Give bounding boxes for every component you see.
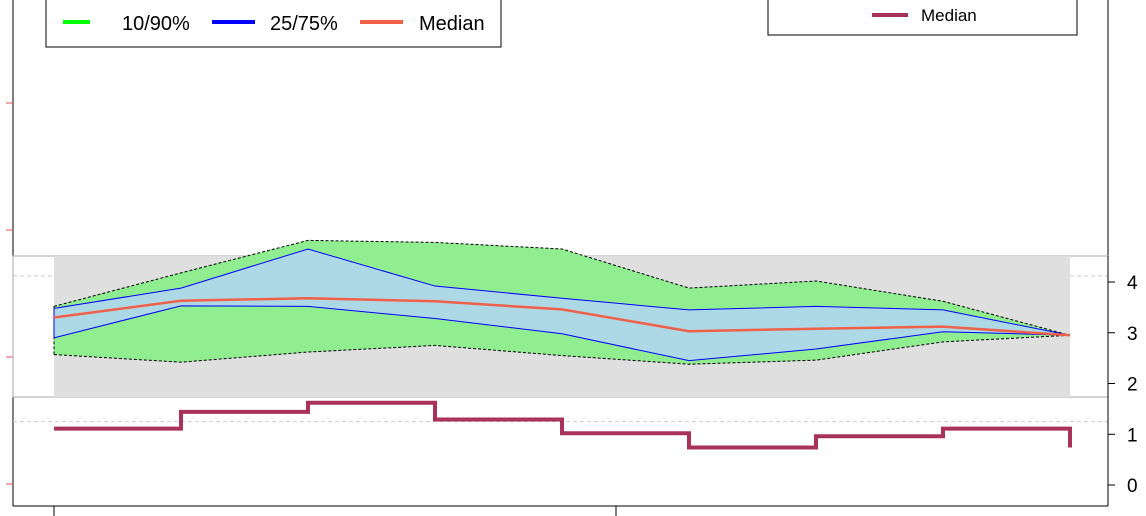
band-25-75	[53, 248, 1071, 362]
right-tick-label-2: 2	[1127, 375, 1138, 396]
legend-label-1090: 10/90%	[122, 13, 190, 35]
right-tick-label-1: 1	[1127, 425, 1138, 446]
band-series	[53, 239, 1071, 365]
p90-line	[53, 239, 1071, 336]
step-series	[54, 400, 1072, 450]
step-series-median	[54, 400, 1072, 450]
right-tick-label-3: 3	[1127, 324, 1138, 345]
legend-label-2575: 25/75%	[270, 13, 338, 35]
legend-box-2	[767, 0, 1078, 36]
legend-label-median: Median	[419, 13, 485, 35]
right-axis: 0 1 2 3 4	[1107, 256, 1138, 506]
legend2-label-median: Median	[921, 6, 977, 25]
legend-top-left: 10/90% 25/75% Median	[45, 0, 502, 48]
right-tick-label-0: 0	[1127, 476, 1138, 497]
right-tick-label-4: 4	[1127, 273, 1138, 294]
legend-box	[45, 0, 502, 48]
legend-top-right: Median	[767, 0, 1078, 36]
median-line	[53, 296, 1071, 337]
left-axis-ticks	[6, 102, 13, 485]
